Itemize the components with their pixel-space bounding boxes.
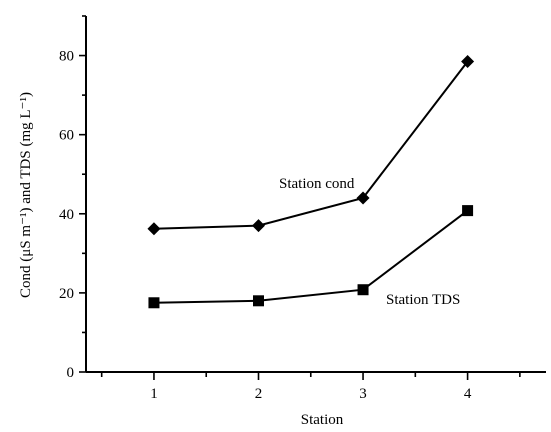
tds-point [357, 284, 369, 296]
series-label-tds: Station TDS [386, 292, 460, 308]
x-tick-label: 1 [150, 386, 158, 402]
tds-point [253, 295, 264, 307]
cond-point [461, 54, 475, 68]
series-line-tds [153, 209, 469, 304]
tds-point [462, 205, 474, 217]
x-axis-title: Station [301, 412, 344, 428]
y-tick-label: 80 [59, 49, 74, 65]
y-tick-label: 20 [59, 286, 74, 302]
x-tick-label: 2 [255, 386, 263, 402]
y-tick-label: 40 [59, 207, 74, 223]
y-tick-label: 0 [67, 365, 75, 381]
cond-point [252, 219, 265, 233]
y-tick-label: 60 [59, 128, 74, 144]
cond-point [356, 191, 370, 205]
y-ticks: 0 20 40 60 80 [59, 15, 86, 381]
tds-point [148, 297, 160, 309]
x-tick-label: 3 [359, 386, 367, 402]
series-line-cond [153, 60, 469, 230]
cond-point [147, 222, 161, 236]
series-layer [147, 54, 475, 309]
series-label-cond: Station cond [279, 176, 355, 192]
y-axis-title: Cond (μS m⁻¹) and TDS (mg L⁻¹) [18, 92, 34, 298]
x-tick-label: 4 [464, 386, 472, 402]
x-ticks: 1 2 3 4 [100, 372, 521, 402]
